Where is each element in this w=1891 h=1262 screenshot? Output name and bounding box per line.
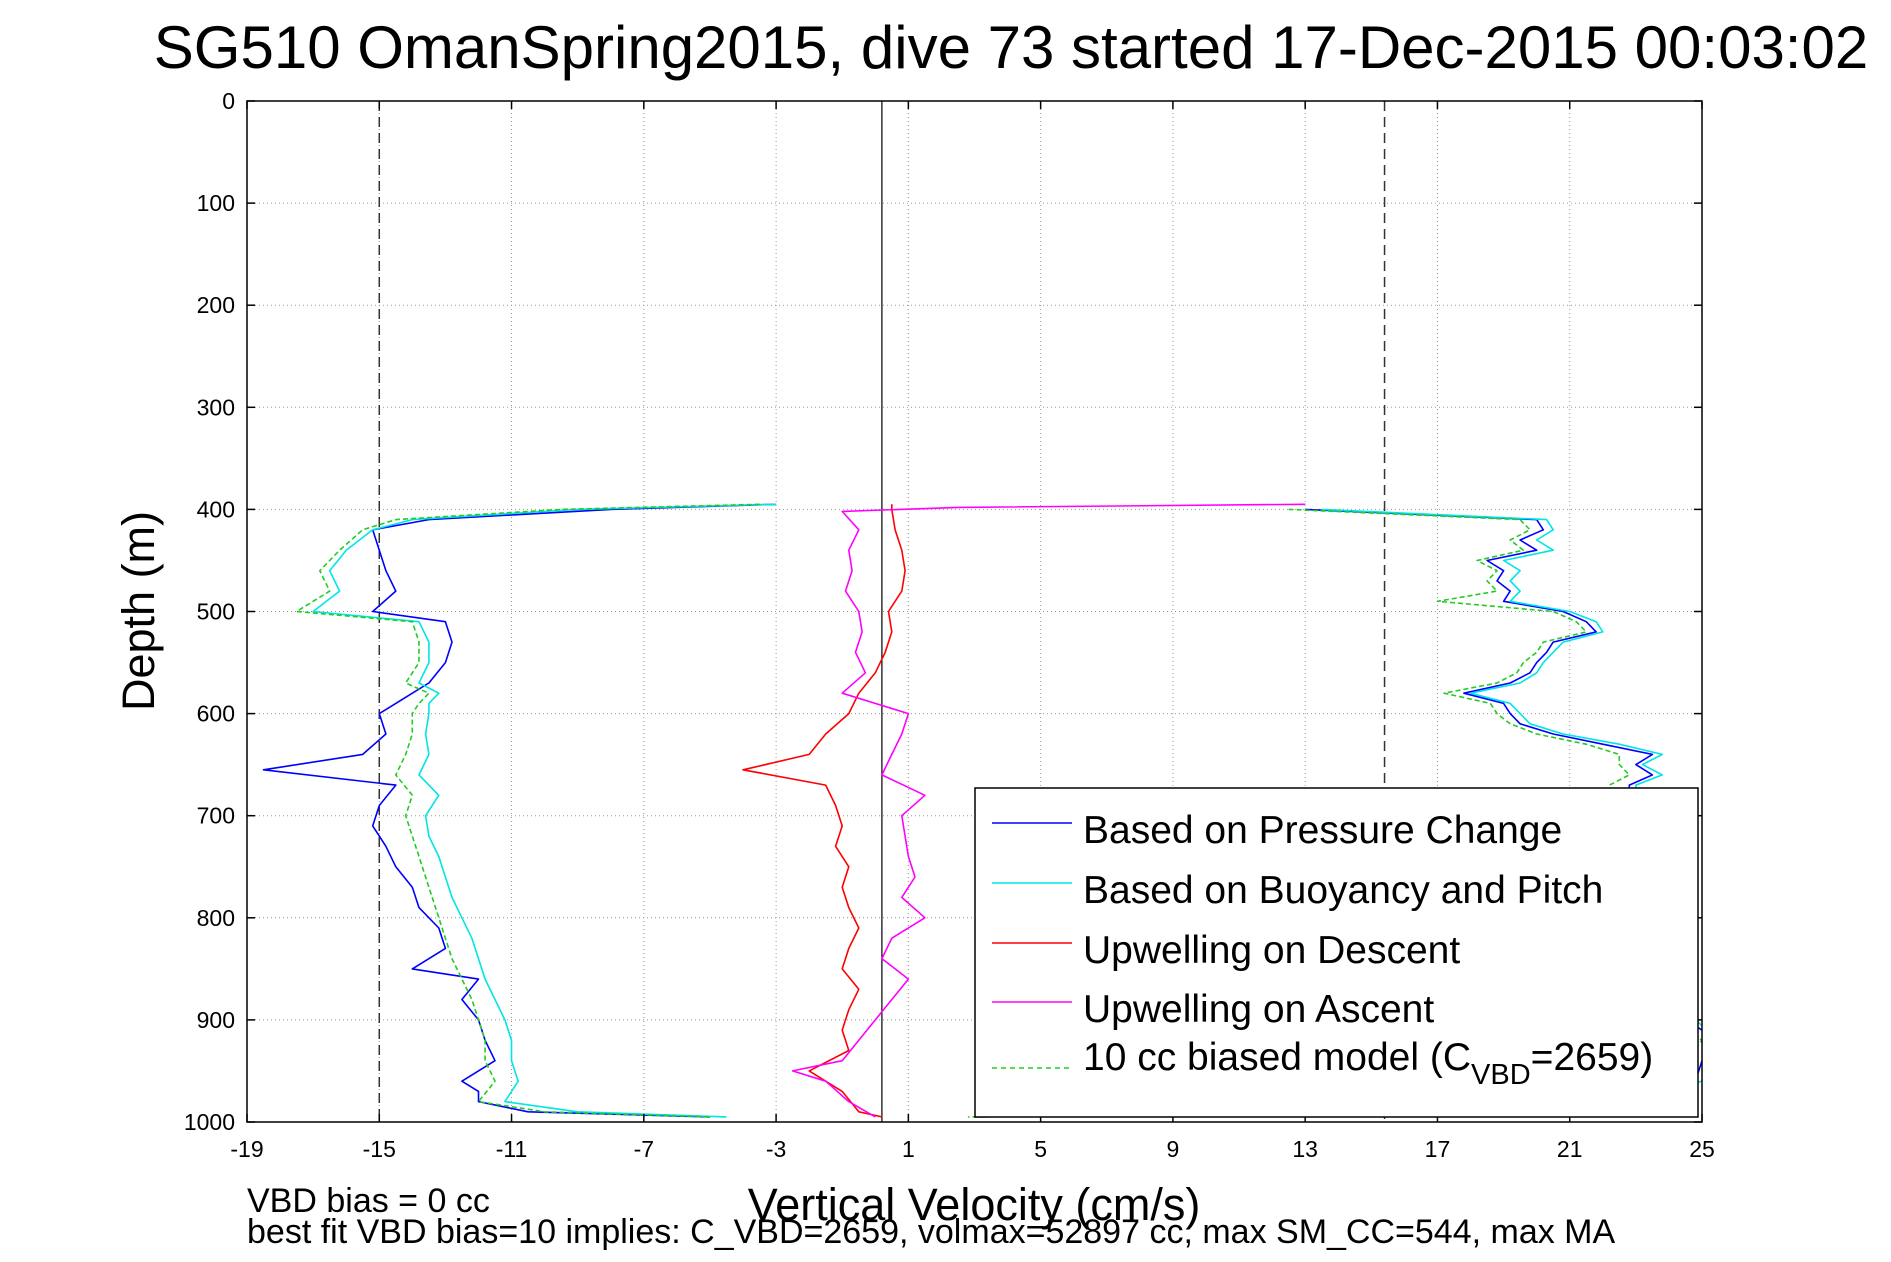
- x-tick-label: 9: [1167, 1136, 1180, 1162]
- y-tick-label: 600: [197, 701, 235, 727]
- legend-label-pressure-change: Based on Pressure Change: [1083, 809, 1562, 852]
- y-tick-label: 500: [197, 599, 235, 625]
- x-tick-label: 1: [902, 1136, 915, 1162]
- y-tick-label: 700: [197, 803, 235, 829]
- legend-label-biased-model-prefix: 10 cc biased model (C: [1083, 1036, 1471, 1079]
- legend-box: [974, 787, 1699, 1118]
- series-line-upwelling-on-ascent-ascent: [791, 503, 1306, 1118]
- footer-line-2: best fit VBD bias=10 implies: C_VBD=2659…: [247, 1213, 1616, 1251]
- legend: Based on Pressure Change Based on Buoyan…: [974, 787, 1699, 1118]
- legend-label-biased-model-subscript: VBD: [1471, 1059, 1531, 1091]
- x-tick-label: 21: [1557, 1136, 1583, 1162]
- legend-label-buoyancy-pitch: Based on Buoyancy and Pitch: [1083, 869, 1603, 912]
- series-line-based-on-pressure-change-descent: [262, 503, 777, 1118]
- series-line-upwelling-on-descent-descent: [742, 504, 906, 1118]
- y-tick-label: 400: [197, 496, 235, 522]
- x-tick-label: -7: [634, 1136, 654, 1162]
- y-tick-label: 200: [197, 292, 235, 318]
- y-tick-label: 100: [197, 190, 235, 216]
- x-tick-label: -15: [363, 1136, 396, 1162]
- y-tick-label: 800: [197, 905, 235, 931]
- x-axis-ticks: -19 -15 -11 -7 -3 1 5 9 13 17 21 25: [230, 101, 1715, 1162]
- x-tick-label: 25: [1689, 1136, 1715, 1162]
- legend-label-upwelling-descent: Upwelling on Descent: [1083, 929, 1460, 972]
- y-tick-label: 1000: [184, 1109, 235, 1135]
- footer-line-1: VBD bias = 0 cc: [247, 1182, 490, 1220]
- x-axis-label: Vertical Velocity (cm/s): [748, 1179, 1201, 1230]
- x-tick-label: -19: [230, 1136, 263, 1162]
- series-line-10-cc-biased-model-c-vbd-2659-descent: [295, 503, 760, 1118]
- x-tick-label: 13: [1292, 1136, 1318, 1162]
- series-line-based-on-buoyancy-and-pitch-descent: [312, 503, 777, 1118]
- x-tick-label: -11: [496, 1136, 528, 1162]
- y-axis-ticks: 0 100 200 300 400 500 600 700 800 900 1000: [184, 88, 1702, 1135]
- chart-title: SG510 OmanSpring2015, dive 73 started 17…: [154, 14, 1868, 81]
- legend-label-biased-model-suffix: =2659): [1531, 1036, 1654, 1079]
- x-tick-label: -3: [766, 1136, 786, 1162]
- x-tick-label: 17: [1425, 1136, 1451, 1162]
- y-tick-label: 300: [197, 394, 235, 420]
- legend-label-biased-model: 10 cc biased model (CVBD=2659): [1083, 1036, 1653, 1091]
- x-tick-label: 5: [1034, 1136, 1047, 1162]
- y-tick-label: 0: [222, 88, 235, 114]
- legend-label-upwelling-ascent: Upwelling on Ascent: [1083, 988, 1434, 1031]
- y-tick-label: 900: [197, 1007, 235, 1033]
- y-axis-label: Depth (m): [113, 511, 164, 711]
